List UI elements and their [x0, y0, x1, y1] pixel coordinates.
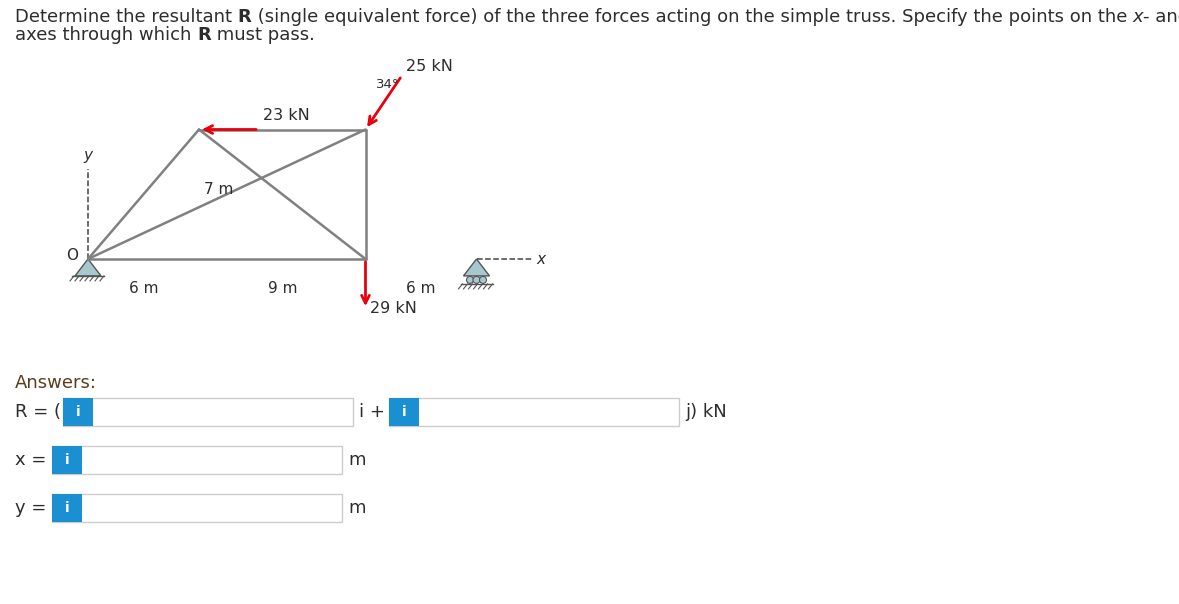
Text: j) kN: j) kN [685, 403, 726, 421]
Text: O: O [66, 248, 78, 263]
Polygon shape [463, 259, 489, 276]
Circle shape [480, 277, 487, 283]
Text: 29 kN: 29 kN [370, 301, 417, 316]
Text: (single equivalent force) of the three forces acting on the simple truss. Specif: (single equivalent force) of the three f… [251, 8, 1133, 26]
Text: R = (: R = ( [15, 403, 61, 421]
Circle shape [467, 277, 474, 283]
Bar [52, 494, 342, 522]
Text: x: x [1133, 8, 1144, 26]
Text: y: y [84, 148, 92, 163]
Text: R: R [197, 26, 211, 44]
Text: 6 m: 6 m [129, 281, 158, 296]
Text: must pass.: must pass. [211, 26, 315, 44]
Text: 6 m: 6 m [407, 281, 436, 296]
Text: x =: x = [15, 451, 46, 469]
Text: R: R [238, 8, 251, 26]
Bar [52, 494, 83, 522]
Bar [389, 398, 419, 426]
Bar [389, 398, 679, 426]
Text: m: m [348, 451, 365, 469]
Bar [52, 446, 342, 474]
Bar [62, 398, 353, 426]
Text: 9 m: 9 m [268, 281, 297, 296]
Text: 34°: 34° [376, 77, 400, 91]
Text: i +: i + [358, 403, 384, 421]
Text: i: i [65, 501, 70, 515]
Text: - and: - and [1144, 8, 1179, 26]
Circle shape [473, 277, 480, 283]
Text: i: i [402, 405, 407, 419]
Text: Answers:: Answers: [15, 374, 97, 392]
Bar [62, 398, 93, 426]
Text: i: i [65, 453, 70, 467]
Text: y =: y = [15, 499, 46, 517]
Text: 7 m: 7 m [204, 182, 233, 197]
Text: 23 kN: 23 kN [263, 109, 310, 123]
Text: i: i [75, 405, 80, 419]
Text: x: x [536, 251, 546, 266]
Text: axes through which: axes through which [15, 26, 197, 44]
Text: m: m [348, 499, 365, 517]
Bar [52, 446, 83, 474]
Text: Determine the resultant: Determine the resultant [15, 8, 238, 26]
Text: 25 kN: 25 kN [406, 59, 453, 74]
Polygon shape [75, 259, 101, 276]
